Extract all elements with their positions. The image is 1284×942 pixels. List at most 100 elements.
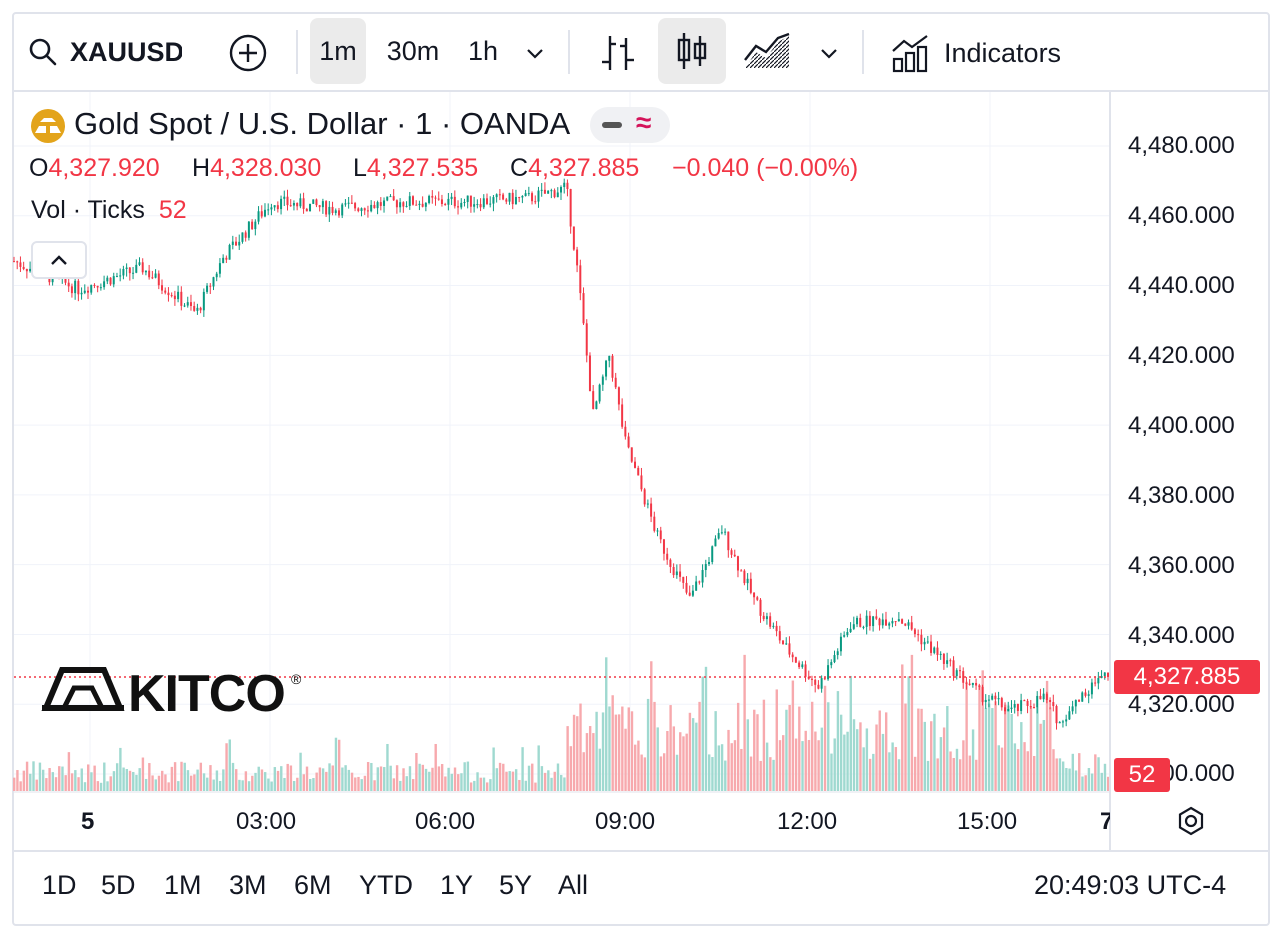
candle-body bbox=[810, 678, 813, 680]
candle-body bbox=[717, 533, 720, 539]
candle-body bbox=[952, 660, 955, 677]
candle-body bbox=[421, 203, 424, 207]
volume-bar bbox=[444, 776, 447, 791]
indicators-button[interactable]: Indicators bbox=[890, 28, 1061, 78]
status-pill[interactable]: ≈ bbox=[590, 107, 670, 143]
volume-bar bbox=[936, 758, 939, 791]
candle-body bbox=[202, 291, 205, 311]
volume-bar bbox=[1055, 758, 1058, 791]
volume-bar bbox=[1100, 772, 1103, 791]
volume-bar bbox=[553, 771, 556, 791]
volume-bar bbox=[605, 657, 608, 791]
interval-1h-button[interactable]: 1h bbox=[467, 35, 499, 66]
volume-bar bbox=[206, 777, 209, 791]
volume-bar bbox=[132, 771, 135, 791]
candle-body bbox=[708, 562, 711, 565]
candle-body bbox=[135, 264, 138, 273]
candle-body bbox=[122, 269, 125, 276]
chevron-down-icon[interactable] bbox=[818, 42, 840, 64]
candle-body bbox=[83, 290, 86, 293]
range-ytd-button[interactable]: YTD bbox=[359, 870, 413, 900]
volume-bar bbox=[720, 744, 724, 791]
candle-body bbox=[617, 387, 620, 405]
kitco-watermark: KITCO bbox=[128, 665, 286, 723]
range-all-button[interactable]: All bbox=[558, 870, 589, 900]
volume-bar bbox=[54, 777, 58, 791]
candle-body bbox=[495, 194, 498, 198]
candle-body bbox=[1107, 672, 1109, 677]
candle-body bbox=[888, 623, 891, 626]
candle-body bbox=[215, 273, 218, 278]
volume-bar bbox=[791, 680, 795, 791]
chevron-down-icon[interactable] bbox=[524, 42, 546, 64]
range-5d-button[interactable]: 5D bbox=[101, 870, 136, 900]
candle-body bbox=[939, 653, 942, 655]
volume-bar bbox=[235, 769, 238, 791]
symbol-search[interactable]: XAUUSD bbox=[28, 32, 188, 72]
volume-bar bbox=[437, 766, 441, 791]
volume-bar bbox=[1071, 753, 1075, 791]
candle-body bbox=[955, 670, 958, 677]
volume-bar bbox=[209, 765, 212, 791]
candle-body bbox=[376, 202, 379, 209]
candle-body bbox=[971, 682, 974, 685]
candle-body bbox=[1094, 682, 1097, 684]
candle-body bbox=[386, 196, 389, 201]
candle-body bbox=[1032, 707, 1035, 709]
volume-bar bbox=[286, 763, 289, 791]
kitco-logo-icon bbox=[40, 666, 126, 712]
range-1y-button[interactable]: 1Y bbox=[440, 870, 474, 900]
collapse-legend-button[interactable] bbox=[31, 241, 87, 279]
volume-bar bbox=[238, 779, 241, 791]
add-symbol-icon[interactable] bbox=[228, 33, 268, 73]
candle-body bbox=[479, 204, 482, 208]
symbol-input[interactable]: XAUUSD bbox=[70, 36, 182, 67]
volume-bar bbox=[875, 724, 878, 791]
candle-body bbox=[402, 202, 405, 207]
candle-body bbox=[537, 190, 540, 202]
volume-bar bbox=[196, 769, 199, 791]
volume-bar bbox=[334, 737, 338, 791]
range-5y-button[interactable]: 5Y bbox=[499, 870, 533, 900]
range-3m-button[interactable]: 3M bbox=[229, 870, 267, 900]
range-6m-button[interactable]: 6M bbox=[294, 870, 332, 900]
candle-body bbox=[193, 306, 196, 311]
candles-chart-type-button[interactable] bbox=[658, 18, 726, 84]
range-1m-button[interactable]: 1M bbox=[164, 870, 202, 900]
chart-settings-icon[interactable] bbox=[1176, 806, 1206, 836]
candle-body bbox=[74, 280, 77, 294]
candle-body bbox=[331, 206, 334, 213]
candle-body bbox=[521, 196, 524, 198]
range-1d-button[interactable]: 1D bbox=[42, 870, 77, 900]
candle-body bbox=[624, 426, 627, 437]
candle-body bbox=[325, 201, 328, 215]
volume-bar bbox=[29, 773, 32, 791]
volume-bar bbox=[981, 670, 984, 791]
candle-body bbox=[466, 195, 469, 202]
bar-chart-type-icon[interactable] bbox=[598, 32, 638, 74]
candle-body bbox=[96, 285, 99, 288]
volume-bar bbox=[463, 762, 466, 791]
candle-body bbox=[598, 384, 601, 402]
candle-body bbox=[457, 206, 460, 208]
candle-body bbox=[630, 447, 633, 462]
volume-bar bbox=[543, 772, 547, 791]
volume-bar bbox=[762, 699, 766, 791]
candle-body bbox=[141, 262, 144, 273]
interval-1m-button[interactable]: 1m bbox=[310, 18, 366, 84]
candle-body bbox=[1061, 721, 1064, 723]
candle-body bbox=[106, 277, 109, 282]
volume-bar bbox=[923, 721, 926, 791]
volume-bar bbox=[704, 666, 708, 791]
volume-bar bbox=[440, 764, 444, 791]
volume-bar bbox=[833, 738, 836, 791]
volume-bar bbox=[321, 768, 325, 791]
interval-30m-button[interactable]: 30m bbox=[386, 35, 440, 66]
candle-body bbox=[868, 615, 871, 627]
area-chart-type-icon[interactable] bbox=[742, 32, 792, 72]
candle-body bbox=[772, 625, 775, 627]
candle-body bbox=[138, 262, 141, 265]
candle-body bbox=[981, 686, 984, 703]
volume-bar bbox=[527, 765, 531, 791]
